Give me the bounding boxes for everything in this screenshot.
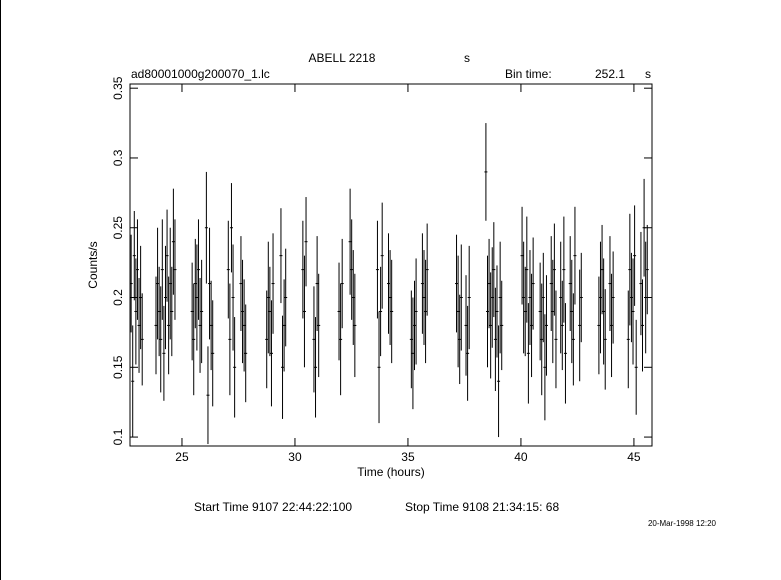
start-time: Start Time 9107 22:44:22:100 [194,500,352,514]
x-axis-label: Time (hours) [357,465,425,479]
title-unit: s [464,51,470,65]
file-name: ad80001000g200070_1.lc [131,67,270,81]
y-tick-label: 0.25 [111,216,125,240]
y-tick-label: 0.2 [111,289,125,306]
date-stamp: 20-Mar-1998 12:20 [648,519,717,528]
chart-title: ABELL 2218 [309,51,376,65]
stop-time: Stop Time 9108 21:34:15: 68 [405,500,559,514]
y-axis-label: Counts/s [86,241,100,288]
x-tick-label: 35 [401,450,415,464]
y-tick-label: 0.1 [111,428,125,445]
y-tick-label: 0.15 [111,355,125,379]
x-tick-label: 25 [175,450,189,464]
y-tick-label: 0.3 [111,149,125,166]
x-tick-label: 45 [627,450,641,464]
plot-frame [129,83,653,447]
bin-time-label: Bin time: [505,67,552,81]
bin-time-unit: s [645,67,651,81]
bin-time: 252.1 [595,67,625,81]
x-tick-label: 40 [514,450,528,464]
x-tick-label: 30 [288,450,302,464]
y-tick-label: 0.35 [111,76,125,100]
